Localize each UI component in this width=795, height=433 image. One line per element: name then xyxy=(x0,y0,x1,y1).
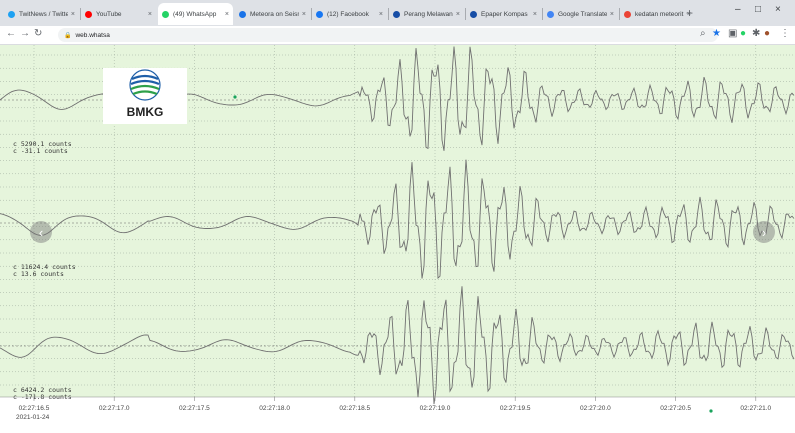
time-tick-label: 02:27:18.0 xyxy=(259,405,290,412)
date-label: 2021-01-24 xyxy=(16,414,50,421)
time-tick-label: 02:27:20.5 xyxy=(660,405,691,412)
marker-dot xyxy=(709,409,713,413)
lock-icon: 🔒 xyxy=(64,32,72,39)
tab-title: Google Translate xyxy=(558,10,607,18)
browser-tab[interactable]: Perang Melawan Pencu× xyxy=(389,3,464,25)
next-image-button[interactable]: › xyxy=(753,221,775,243)
browser-tab[interactable]: (49) WhatsApp × xyxy=(158,3,233,25)
close-tab-icon[interactable]: × xyxy=(301,10,306,18)
browser-tab[interactable]: Meteora on Seismogra× xyxy=(235,3,310,25)
trace-min-label: c -31.1 counts xyxy=(13,147,68,155)
tab-separator xyxy=(542,8,543,20)
minimize-button[interactable]: – xyxy=(735,4,741,15)
time-tick-label: 02:27:19.5 xyxy=(500,405,531,412)
reload-icon[interactable]: ↻ xyxy=(34,28,43,39)
tab-strip: TwitNews / Twitter × YouTube × (49) WhatsApp… xyxy=(0,0,795,26)
time-tick-label: 02:27:20.0 xyxy=(580,405,611,412)
browser-tab[interactable]: Google Translate × xyxy=(543,3,618,25)
browser-tab[interactable]: Epaper Kompas × xyxy=(466,3,541,25)
time-tick-label: 02:27:17.5 xyxy=(179,405,210,412)
close-window-button[interactable]: × xyxy=(775,4,781,15)
tab-title: TwitNews / Twitter xyxy=(19,10,68,18)
tab-title: kedatan meteorit gelon xyxy=(635,10,684,18)
facebook-icon xyxy=(316,10,323,18)
bmkg-logo: BMKG xyxy=(103,68,187,124)
close-tab-icon[interactable]: × xyxy=(455,10,460,18)
browser-tab[interactable]: YouTube × xyxy=(81,3,156,25)
twitter-icon xyxy=(8,10,15,18)
chevron-right-icon: › xyxy=(761,224,767,240)
browser-tab[interactable]: (12) Facebook × xyxy=(312,3,387,25)
browser-tab[interactable]: TwitNews / Twitter × xyxy=(4,3,79,25)
address-bar[interactable]: 🔒 web.whatsa xyxy=(58,28,718,42)
trace-max-label: c 6424.2 counts xyxy=(13,386,72,394)
trace-max-label: c 5290.1 counts xyxy=(13,140,72,148)
avatar[interactable]: ● xyxy=(764,28,771,39)
forward-icon[interactable]: → xyxy=(20,28,30,39)
tab-title: (12) Facebook xyxy=(327,10,369,18)
tab-separator xyxy=(388,8,389,20)
time-tick-label: 02:27:19.0 xyxy=(420,405,451,412)
browser-toolbar: ← → ↻ 🔒 web.whatsa ⌕ ★ ▣ ● ✱ ● ⋮ xyxy=(0,26,795,45)
time-tick-label: 02:27:21.0 xyxy=(740,405,771,412)
close-tab-icon[interactable]: × xyxy=(70,10,75,18)
time-tick-label: 02:27:18.5 xyxy=(339,405,370,412)
close-tab-icon[interactable]: × xyxy=(686,10,691,18)
tab-separator xyxy=(619,8,620,20)
tab-title: YouTube xyxy=(96,10,122,18)
menu-icon[interactable]: ⋮ xyxy=(780,28,790,39)
maximize-button[interactable]: □ xyxy=(755,4,762,15)
trace-max-label: c 11624.4 counts xyxy=(13,263,76,271)
url-text: web.whatsa xyxy=(75,31,110,39)
time-tick-label: 02:27:16.5 xyxy=(19,405,50,412)
time-tick-label: 02:27:17.0 xyxy=(99,405,130,412)
extension-icon[interactable]: ▣ xyxy=(728,28,738,39)
whatsapp-ext-icon[interactable]: ● xyxy=(740,28,747,39)
tab-title: (49) WhatsApp xyxy=(173,10,217,18)
chevron-left-icon: ‹ xyxy=(38,224,44,240)
trace-min-label: c 13.6 counts xyxy=(13,270,64,278)
close-tab-icon[interactable]: × xyxy=(609,10,614,18)
seismic-trace xyxy=(0,286,795,405)
bmkg-logo-text: BMKG xyxy=(127,105,164,119)
close-tab-icon[interactable]: × xyxy=(147,10,152,18)
tab-title: Perang Melawan Pencu xyxy=(404,10,453,18)
seismogram-viewer: c 5290.1 counts c -31.1 counts c 11624.4 c… xyxy=(0,45,795,433)
youtube-icon xyxy=(85,10,92,18)
tab-separator xyxy=(311,8,312,20)
star-icon[interactable]: ★ xyxy=(712,28,721,39)
close-tab-icon[interactable]: × xyxy=(224,10,229,18)
arrow-icon xyxy=(239,10,246,18)
puzzle-icon[interactable]: ✱ xyxy=(752,28,761,39)
news-icon xyxy=(393,10,400,18)
close-tab-icon[interactable]: × xyxy=(378,10,383,18)
whatsapp-icon xyxy=(162,10,169,18)
tab-title: Epaper Kompas xyxy=(481,10,528,18)
browser-tab[interactable]: kedatan meteorit gelon× xyxy=(620,3,695,25)
tab-separator xyxy=(465,8,466,20)
close-tab-icon[interactable]: × xyxy=(532,10,537,18)
tab-separator xyxy=(80,8,81,20)
back-icon[interactable]: ← xyxy=(6,28,16,39)
seismic-trace xyxy=(0,159,795,279)
search-icon[interactable]: ⌕ xyxy=(700,28,706,39)
news-icon xyxy=(470,10,477,18)
translate-icon xyxy=(547,10,554,18)
new-tab-button[interactable]: + xyxy=(686,6,694,20)
tab-title: Meteora on Seismogra xyxy=(250,10,299,18)
previous-image-button[interactable]: ‹ xyxy=(30,221,52,243)
google-icon xyxy=(624,10,631,18)
marker-dot xyxy=(233,95,237,99)
